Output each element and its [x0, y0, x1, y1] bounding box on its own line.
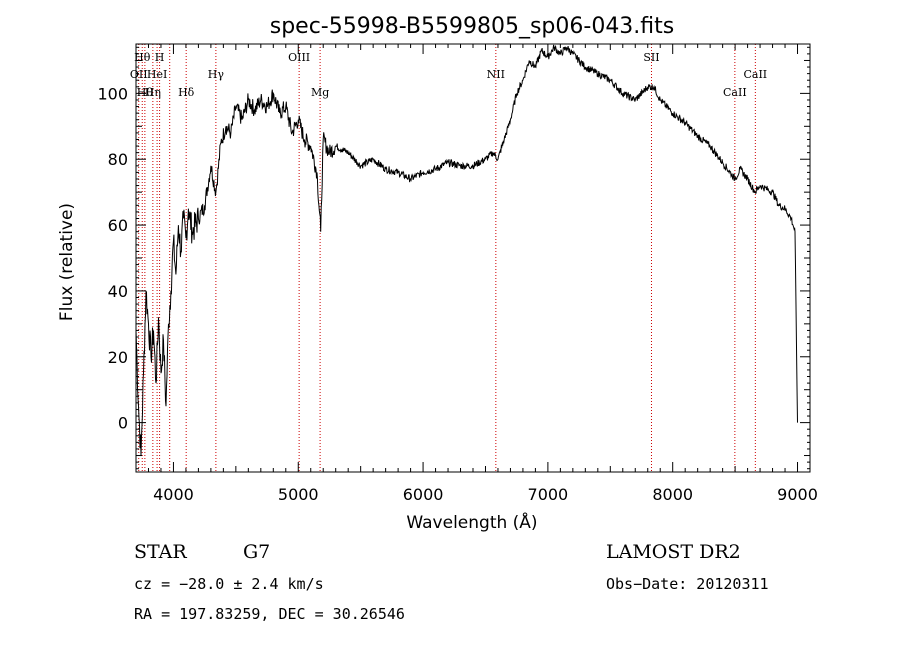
x-tick-label: 7000: [528, 485, 569, 504]
line-marker-label: SII: [643, 51, 659, 64]
y-tick-label: 40: [108, 282, 128, 301]
line-marker-label: CaII: [723, 86, 747, 99]
y-axis-ticks: 0 20 40 60 80 100: [97, 46, 810, 470]
y-tick-label: 20: [108, 348, 128, 367]
y-tick-label: 100: [97, 84, 128, 103]
x-tick-label: 6000: [403, 485, 444, 504]
line-marker-label: OII: [130, 68, 148, 81]
x-tick-label: 8000: [652, 485, 693, 504]
y-axis-label: Flux (relative): [57, 203, 77, 321]
line-marker-label: Hδ: [178, 86, 195, 99]
emission-line-markers: [138, 44, 756, 472]
plot-frame: [135, 43, 811, 473]
x-axis-label: Wavelength (Å): [406, 511, 537, 533]
y-tick-label: 80: [108, 150, 128, 169]
line-marker-label: HeI: [147, 68, 167, 81]
y-tick-label: 60: [108, 216, 128, 235]
x-axis-ticks: 4000 5000 6000 7000 8000 9000: [135, 44, 818, 504]
object-type: STAR: [134, 541, 187, 563]
line-marker-label: Hθ: [134, 51, 151, 64]
observation-date: Obs−Date: 20120311: [606, 575, 769, 593]
object-subclass: G7: [243, 541, 270, 563]
line-marker-label: CaII: [743, 68, 767, 81]
x-tick-label: 4000: [153, 485, 194, 504]
survey-name: LAMOST DR2: [606, 541, 741, 563]
ra-dec-coordinates: RA = 197.83259, DEC = 30.26546: [134, 605, 405, 623]
redshift-velocity: cz = −28.0 ± 2.4 km/s: [134, 575, 324, 593]
line-marker-label: H: [155, 51, 165, 64]
line-marker-label: Hθ: [137, 86, 154, 99]
line-marker-label: Hγ: [208, 68, 225, 81]
line-marker-label: NII: [487, 68, 505, 81]
x-tick-label: 9000: [777, 485, 818, 504]
x-tick-label: 5000: [278, 485, 319, 504]
line-marker-label: Hη: [145, 86, 161, 99]
line-marker-label: OIII: [288, 51, 310, 64]
y-tick-label: 0: [118, 414, 128, 433]
chart-title: spec-55998-B5599805_sp06-043.fits: [270, 14, 675, 39]
spectrum-line: [135, 44, 798, 456]
line-marker-label: Mg: [311, 86, 329, 99]
